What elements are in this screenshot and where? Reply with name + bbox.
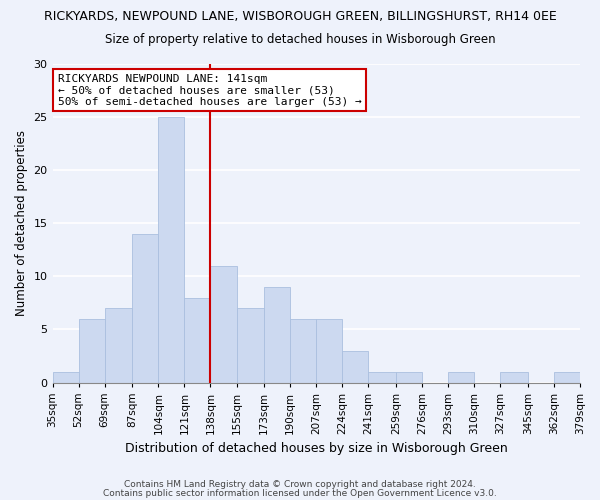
- Text: Contains public sector information licensed under the Open Government Licence v3: Contains public sector information licen…: [103, 488, 497, 498]
- Bar: [132, 234, 158, 382]
- Bar: [53, 372, 79, 382]
- X-axis label: Distribution of detached houses by size in Wisborough Green: Distribution of detached houses by size …: [125, 442, 508, 455]
- Bar: [184, 298, 211, 382]
- Bar: [316, 319, 343, 382]
- Bar: [264, 287, 290, 382]
- Bar: [236, 308, 264, 382]
- Text: RICKYARDS NEWPOUND LANE: 141sqm
← 50% of detached houses are smaller (53)
50% of: RICKYARDS NEWPOUND LANE: 141sqm ← 50% of…: [58, 74, 362, 107]
- Bar: [79, 319, 104, 382]
- Text: Size of property relative to detached houses in Wisborough Green: Size of property relative to detached ho…: [104, 32, 496, 46]
- Bar: [448, 372, 474, 382]
- Bar: [104, 308, 132, 382]
- Bar: [500, 372, 528, 382]
- Bar: [554, 372, 580, 382]
- Text: RICKYARDS, NEWPOUND LANE, WISBOROUGH GREEN, BILLINGSHURST, RH14 0EE: RICKYARDS, NEWPOUND LANE, WISBOROUGH GRE…: [44, 10, 556, 23]
- Y-axis label: Number of detached properties: Number of detached properties: [15, 130, 28, 316]
- Bar: [211, 266, 236, 382]
- Bar: [158, 117, 184, 382]
- Bar: [396, 372, 422, 382]
- Bar: [343, 350, 368, 382]
- Text: Contains HM Land Registry data © Crown copyright and database right 2024.: Contains HM Land Registry data © Crown c…: [124, 480, 476, 489]
- Bar: [368, 372, 396, 382]
- Bar: [290, 319, 316, 382]
